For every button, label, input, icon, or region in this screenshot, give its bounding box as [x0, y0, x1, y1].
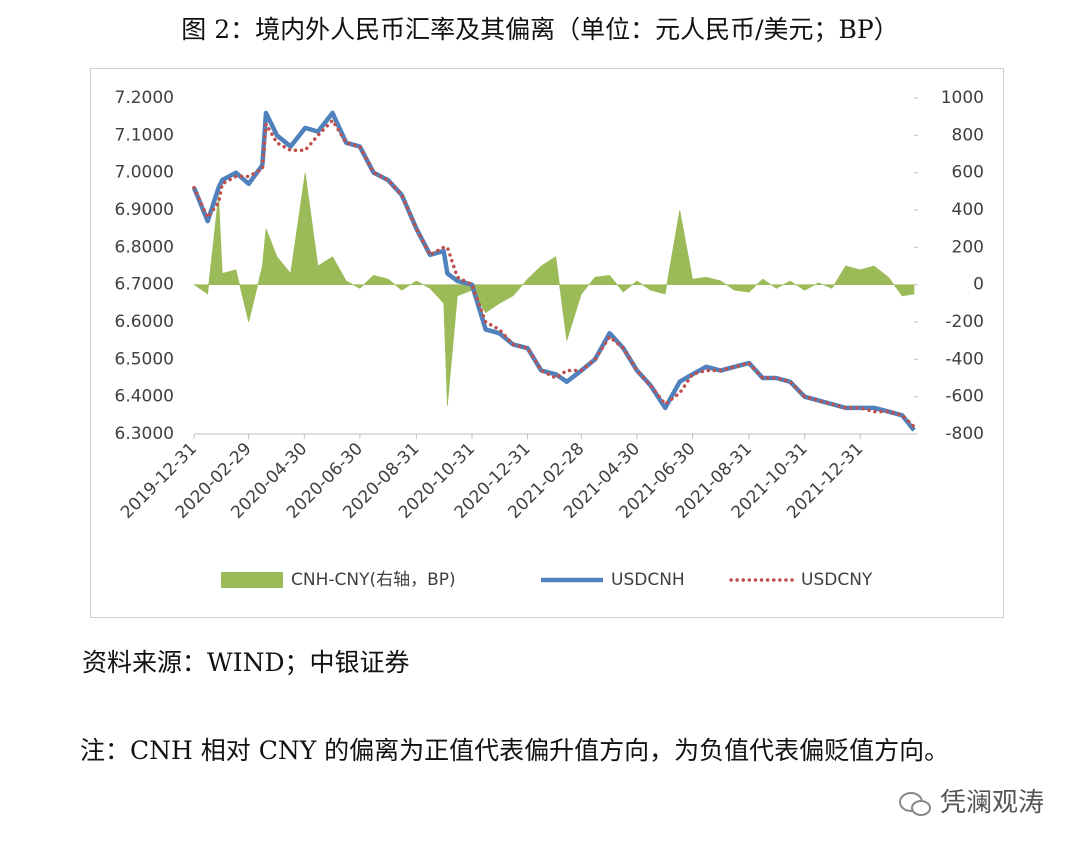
y-tick-label: 6.3000: [115, 424, 174, 444]
chart: 6.3000 6.4000 6.5000 6.6000 6.7000 6.8000 6.90…: [115, 88, 984, 590]
y-tick-label: 6.9000: [115, 200, 174, 220]
watermark-text: 凭澜观涛: [939, 788, 1044, 818]
y2-tick-label: 600: [952, 163, 984, 183]
y2-tick-label: -600: [945, 387, 984, 407]
y2-tick-label: 1000: [941, 88, 984, 108]
y-tick-label: 6.4000: [115, 387, 174, 407]
watermark: 凭澜观涛: [898, 782, 1044, 819]
y-tick-label: 7.1000: [115, 125, 174, 145]
y-tick-label: 6.6000: [115, 312, 174, 332]
y-tick-label: 6.5000: [115, 349, 174, 369]
y-tick-label: 7.2000: [115, 88, 174, 108]
figure-title: 图 2：境内外人民币汇率及其偏离（单位：元人民币/美元；BP）: [181, 15, 899, 44]
y2-tick-label: 400: [952, 200, 984, 220]
y-tick-label: 6.8000: [115, 237, 174, 257]
legend-swatch: [221, 572, 283, 588]
series-line: [191, 110, 916, 432]
legend-label: USDCNY: [801, 570, 873, 590]
legend-label: CNH-CNY(右轴，BP): [291, 570, 456, 590]
chart-frame: 6.3000 6.4000 6.5000 6.6000 6.7000 6.8000 6.90…: [90, 68, 1004, 618]
y-tick-label: 6.7000: [115, 275, 174, 295]
note-text: 注：CNH 相对 CNY 的偏离为正值代表偏升值方向，为负值代表偏贬值方向。: [80, 736, 950, 765]
y2-tick-label: 200: [952, 237, 984, 257]
bp-area: [193, 172, 915, 407]
y2-tick-label: 800: [952, 125, 984, 145]
y2-tick-label: 0: [973, 275, 984, 295]
source-text: 资料来源：WIND；中银证券: [82, 648, 410, 677]
y2-tick-label: -800: [945, 424, 984, 444]
y2-tick-label: -200: [945, 312, 984, 332]
watermark-icon: [898, 791, 931, 816]
legend-label: USDCNH: [611, 570, 685, 590]
y2-tick-label: -400: [945, 349, 984, 369]
y-tick-label: 7.0000: [115, 163, 174, 183]
